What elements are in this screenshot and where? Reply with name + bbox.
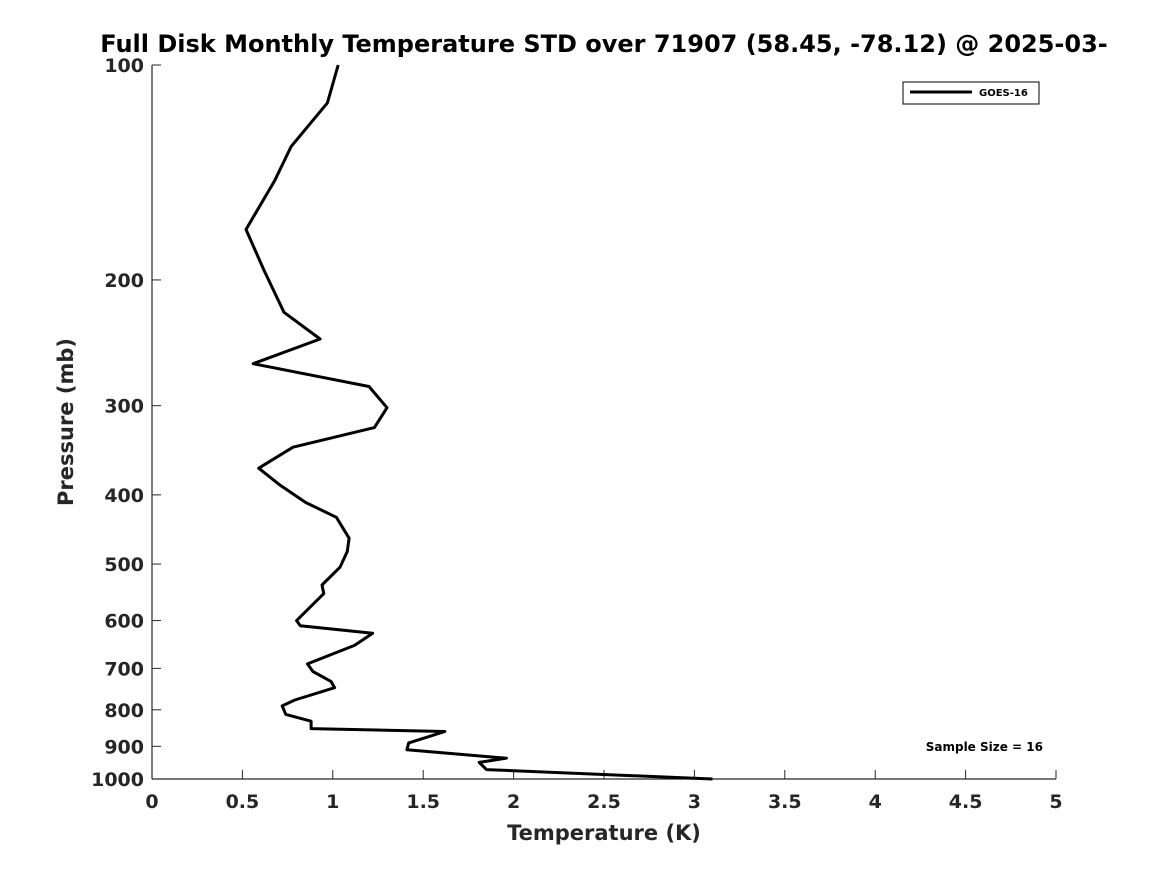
x-tick-label: 0.5 [226,791,260,813]
x-tick-label: 2.5 [587,791,621,813]
x-tick-label: 2 [507,791,520,813]
y-tick-label: 100 [104,55,144,77]
x-axis-label: Temperature (K) [507,821,701,845]
y-ticks: 100 200 300 400 500 600 700 800 900 1000 [91,55,161,791]
series-line-goes-16 [244,64,713,781]
y-tick-label: 200 [104,270,144,292]
y-tick-label: 500 [104,554,144,576]
y-tick-label: 1000 [91,769,144,791]
y-tick-label: 300 [104,396,144,418]
sample-size-annotation: Sample Size = 16 [926,740,1043,754]
chart-title: Full Disk Monthly Temperature STD over 7… [100,30,1107,58]
x-tick-label: 0 [145,791,158,813]
y-tick-label: 400 [104,485,144,507]
x-tick-label: 3 [688,791,701,813]
x-ticks: 0 0.5 1 1.5 2 2.5 3 3.5 4 4.5 5 [145,770,1063,813]
y-tick-label: 900 [104,736,144,758]
x-tick-label: 1.5 [406,791,440,813]
x-tick-label: 3.5 [768,791,802,813]
y-tick-label: 600 [104,611,144,633]
legend-label-goes-16: GOES-16 [979,88,1028,99]
y-axis-label: Pressure (mb) [54,338,78,506]
series-layer [244,64,713,781]
legend: GOES-16 [902,81,1040,105]
x-tick-label: 4 [869,791,882,813]
x-tick-label: 5 [1049,791,1062,813]
y-tick-label: 800 [104,700,144,722]
x-tick-label: 4.5 [949,791,983,813]
y-tick-label: 700 [104,658,144,680]
x-tick-label: 1 [326,791,339,813]
